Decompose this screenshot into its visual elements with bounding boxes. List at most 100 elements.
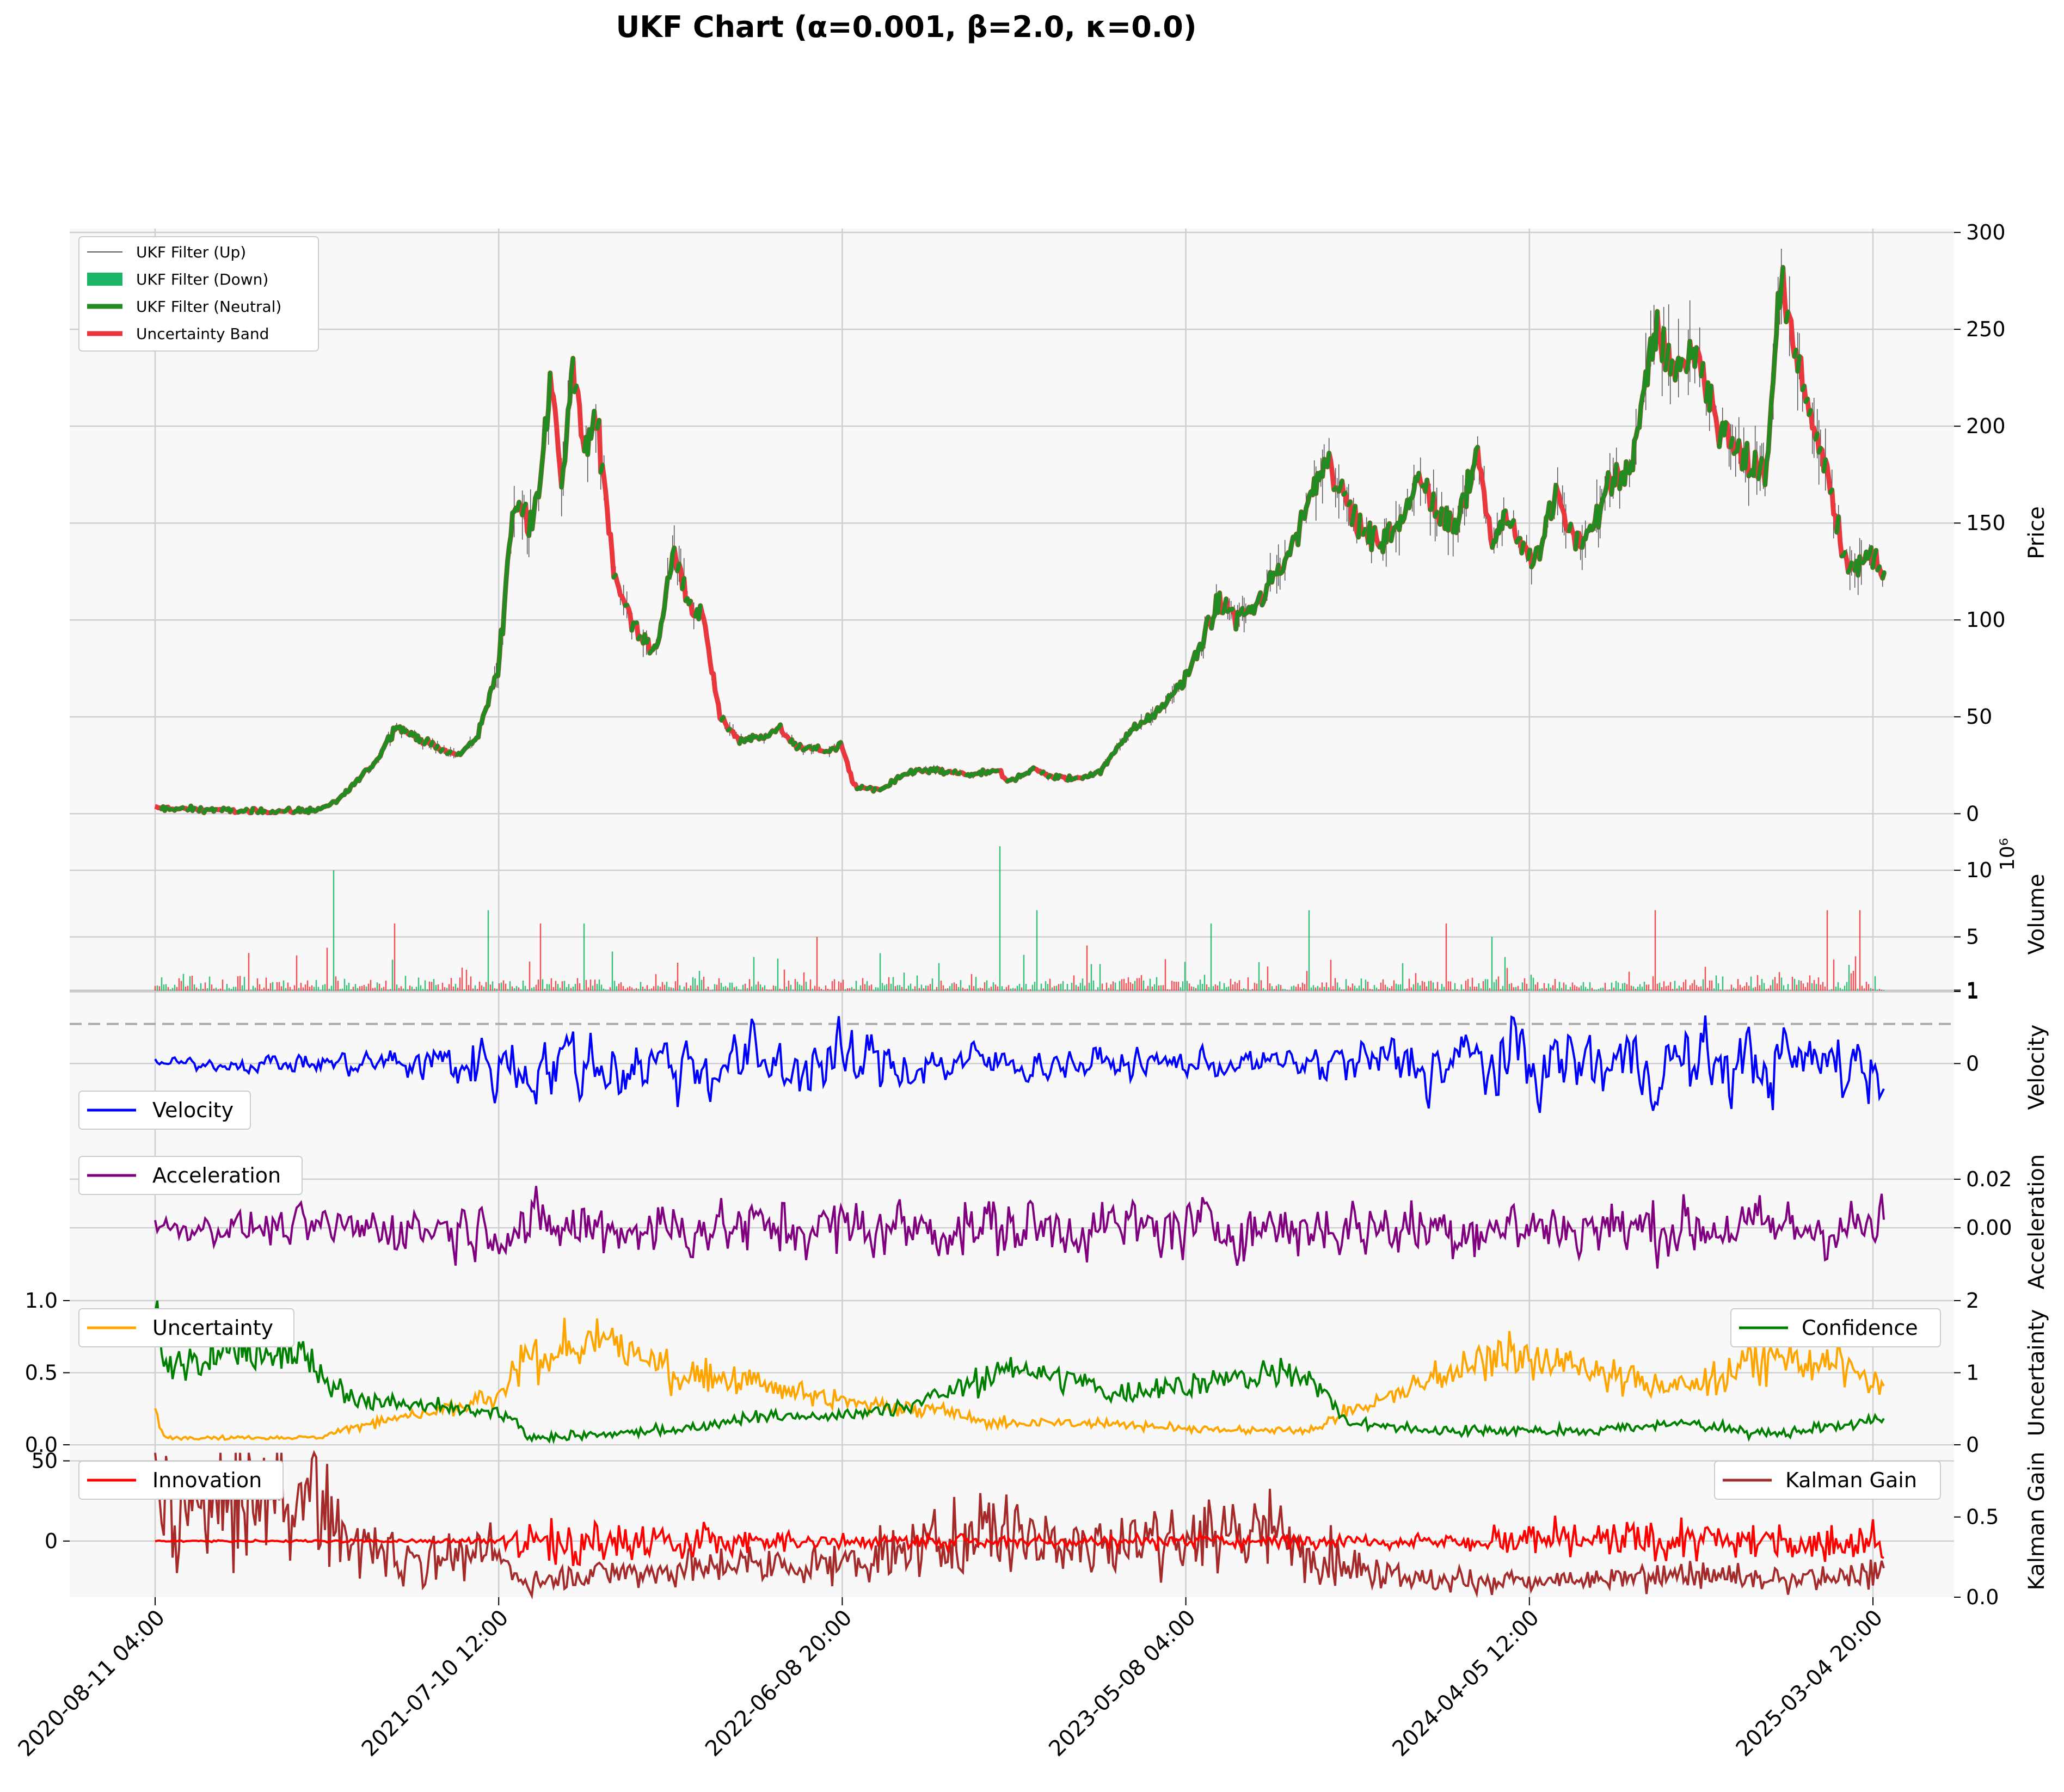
ukf-neutral-segment [1228,607,1235,612]
ukf-neutral-segment [1366,520,1372,545]
ukf-neutral-segment [1338,478,1344,489]
x-grid-lines [154,229,1874,1597]
ukf-neutral-segment [257,806,263,814]
ukf-neutral-segment [979,767,985,778]
ukf-neutral-segment [500,604,507,637]
ukf-neutral-segment [1377,541,1384,550]
legend-label: Acceleration [152,1163,281,1187]
ukf-neutral-segment [822,749,828,754]
ukf-neutral-segment [814,743,820,752]
ukf-neutral-segment [1183,669,1189,674]
ukf-neutral-segment [512,506,518,514]
velocity-panel-bg [70,992,1954,1143]
ukf-neutral-segment [1464,469,1470,509]
velocity-legend-box [78,1091,251,1130]
ukf-neutral-segment [1596,509,1602,529]
ukf-neutral-segment [1542,515,1549,538]
ukf-neutral-segment [399,725,406,735]
ukf-neutral-segment [546,371,552,411]
ukf-neutral-segment [208,806,214,812]
ukf-neutral-segment [1472,447,1478,466]
innovation-y-ticks-right: 0.0 0.5 [1954,1505,1999,1609]
ukf-neutral-segment [1039,769,1046,775]
ukf-neutral-segment [1196,642,1202,651]
ukf-neutral-segment [726,726,732,732]
ukf-neutral-segment [1176,679,1183,689]
ukf-neutral-segment [536,479,543,500]
confidence-legend-box [1730,1308,1941,1347]
ukf-neutral-segment [1545,500,1552,517]
ukf-neutral-segment [1586,524,1593,533]
ukf-neutral-segment [1438,506,1444,527]
price-y-tick-label: 300 [1966,220,2006,244]
ukf-neutral-segment [611,572,618,580]
ukf-neutral-segment [1072,775,1078,781]
ukf-neutral-segment [900,772,907,778]
ukf-neutral-segment [1008,777,1015,783]
ukf-neutral-segment [1777,284,1784,310]
ukf-neutral-segment [1792,348,1798,359]
ukf-neutral-segment [476,722,482,740]
ukf-neutral-segment [670,545,677,556]
ukf-neutral-segment [539,445,546,467]
ukf-neutral-segment [1212,593,1219,618]
ukf-neutral-segment [745,735,752,742]
ukf-neutral-segment [1204,614,1211,624]
confidence-line [154,1300,1885,1445]
ukf-neutral-segment [228,808,234,814]
ukf-neutral-segment [567,371,574,405]
ukf-neutral-segment [410,731,417,738]
ukf-neutral-segment [887,778,894,788]
ukf-neutral-segment [1828,488,1834,495]
ukf-neutral-segment [487,686,494,696]
ukf-neutral-segment [1397,514,1403,532]
ukf-neutral-segment [1816,446,1823,455]
ukf-neutral-segment [1841,550,1847,558]
ukf-neutral-segment [964,772,970,778]
ukf-neutral-segment [1519,540,1526,556]
ukf-neutral-segment [1779,265,1785,289]
legend-label: UKF Filter (Neutral) [136,298,281,316]
ukf-neutral-segment [1642,369,1648,391]
ukf-neutral-segment [680,576,686,592]
ukf-neutral-segment [1664,343,1671,362]
ukf-neutral-segment [828,746,835,752]
ukf-neutral-segment [1215,590,1222,615]
ukf-neutral-segment [1065,773,1072,783]
ukf-neutral-segment [1369,529,1375,552]
ukf-neutral-segment [530,512,536,532]
ukf-neutral-segment [1795,354,1802,374]
ukf-neutral-segment [1567,521,1573,533]
ukf-neutral-segment [1473,445,1480,452]
ukf-neutral-segment [1469,467,1475,485]
ukf-neutral-segment [664,575,670,594]
legend-label: UKF Filter (Down) [136,270,268,288]
acceleration-legend-box [78,1156,303,1195]
ukf-neutral-segment [446,749,453,755]
ukf-neutral-segment [641,632,647,646]
kalman-gain-y-axis-label: Kalman Gain [2024,1452,2049,1591]
price-y-tick-label: 0 [1966,802,1979,826]
ukf-neutral-segment [196,805,203,814]
ukf-neutral-segment [1674,355,1681,368]
ukf-neutral-segment [1821,457,1828,473]
ukf-neutral-segment [1834,514,1841,535]
ukf-neutral-segment [1429,491,1436,512]
ukf-neutral-segment [922,767,928,773]
ukf-neutral-segment [1266,570,1273,586]
ukf-neutral-segment [544,406,551,432]
ukf-neutral-segment [1673,363,1679,383]
ukf-neutral-segment [495,654,502,678]
ukf-neutral-segment [1740,448,1746,472]
legend-swatch [87,273,122,286]
legend-label: Confidence [1802,1316,1918,1340]
ukf-neutral-segment [1158,702,1165,711]
ukf-neutral-segment [508,510,515,538]
acceleration-y-axis-label: Acceleration [2024,1154,2049,1290]
ukf-neutral-segment [1415,471,1421,483]
ukf-neutral-segment [402,728,409,734]
uncertainty-y-tick-label: 1.0 [25,1289,58,1313]
price-panel-bg [70,229,1954,837]
ukf-neutral-segment [1762,459,1769,488]
